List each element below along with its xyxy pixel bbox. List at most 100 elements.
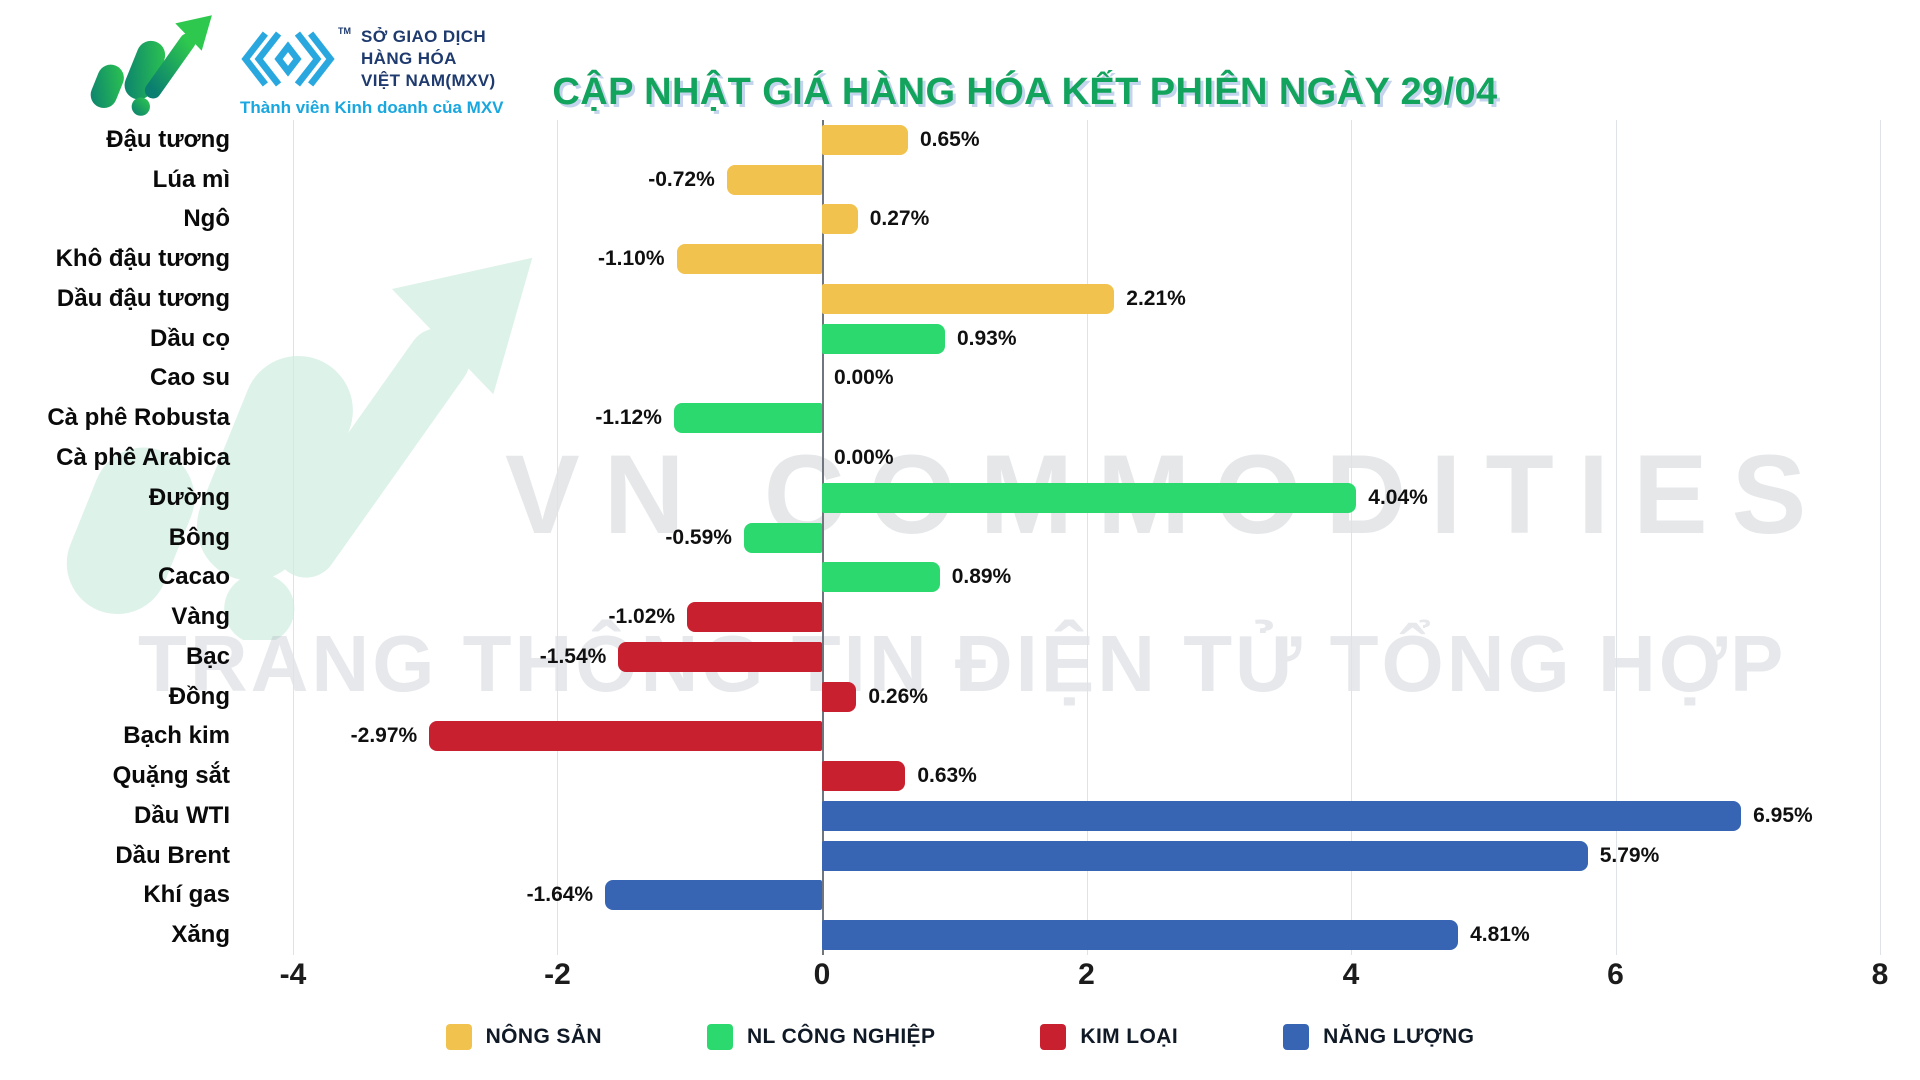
mxv-tagline: Thành viên Kinh doanh của MXV xyxy=(240,98,504,117)
legend-item: NL CÔNG NGHIỆP xyxy=(706,1024,936,1050)
value-label: 4.04% xyxy=(1368,485,1428,509)
category-label: Khô đậu tương xyxy=(55,245,230,273)
legend-swatch xyxy=(445,1024,472,1050)
value-label: -1.64% xyxy=(526,883,594,907)
gridline xyxy=(557,120,559,955)
bar-row: 0.65% xyxy=(293,120,1880,160)
mxv-tm-mark: TM xyxy=(338,26,351,36)
category-label: Bông xyxy=(168,523,230,551)
legend: NÔNG SẢN NL CÔNG NGHIỆP KIM LOẠI NĂNG LƯỢNG xyxy=(0,1024,1920,1050)
bar-row: -0.72% xyxy=(293,160,1880,200)
category-label: Bạc xyxy=(185,642,230,670)
bar-row: -2.97% xyxy=(293,716,1880,756)
bar-row: 2.21% xyxy=(293,279,1880,319)
category-label: Quặng sắt xyxy=(112,762,230,790)
value-label: -1.02% xyxy=(608,605,676,629)
value-label: 0.00% xyxy=(833,446,894,469)
bar-row: -0.59% xyxy=(293,518,1880,558)
category-labels: Đậu tương Lúa mì Ngô Khô đậu tương Dầu đậu t… xyxy=(30,120,230,955)
x-axis-tick: 0 xyxy=(813,958,831,991)
category-label: Dầu WTI xyxy=(134,801,230,829)
category-label: Dầu Brent xyxy=(115,841,230,869)
bar-row: 0.93% xyxy=(293,319,1880,359)
category-label: Cao su xyxy=(149,364,230,392)
vn-commodities-logo-icon xyxy=(90,15,212,116)
bar xyxy=(821,204,858,235)
mxv-name-line3: VIỆT NAM(MXV) xyxy=(361,70,496,90)
value-label: -1.10% xyxy=(597,247,665,271)
mxv-name-line2: HÀNG HÓA xyxy=(361,48,457,68)
bar xyxy=(821,124,908,155)
bar xyxy=(821,681,857,712)
bar-row: 4.04% xyxy=(293,478,1880,518)
legend-swatch xyxy=(1040,1024,1067,1050)
bar-row: -1.02% xyxy=(293,597,1880,637)
legend-label: NL CÔNG NGHIỆP xyxy=(746,1025,936,1048)
value-label: 0.26% xyxy=(868,684,928,708)
legend-item: NÔNG SẢN xyxy=(445,1024,602,1050)
bar xyxy=(821,840,1588,871)
bar xyxy=(821,283,1115,314)
category-label: Bạch kim xyxy=(123,722,230,750)
x-axis-tick: 2 xyxy=(1078,958,1095,991)
bar xyxy=(821,761,906,792)
bar xyxy=(618,641,822,672)
category-label: Cacao xyxy=(157,563,230,591)
bar-row: 5.79% xyxy=(293,836,1880,876)
category-label: Cà phê Robusta xyxy=(47,404,230,432)
mxv-logo-icon xyxy=(241,31,335,87)
value-label: 0.65% xyxy=(919,127,980,151)
category-label: Ngô xyxy=(183,205,230,233)
bar xyxy=(429,721,822,752)
value-label: 2.21% xyxy=(1126,286,1186,310)
bar-row: 0.63% xyxy=(293,756,1880,796)
x-axis-tick: 8 xyxy=(1871,958,1889,991)
mxv-name: SỞ GIAO DỊCH HÀNG HÓA VIỆT NAM(MXV) xyxy=(361,26,496,91)
legend-swatch xyxy=(1283,1024,1310,1050)
bar xyxy=(673,403,822,434)
x-axis-tick: 6 xyxy=(1607,958,1624,991)
value-label: 4.81% xyxy=(1470,923,1530,947)
value-label: 0.93% xyxy=(956,326,1017,350)
category-label: Đồng xyxy=(168,682,230,710)
bar-row: 0.00% xyxy=(293,359,1880,399)
bar-row: 4.81% xyxy=(293,915,1880,955)
bar xyxy=(821,920,1459,951)
bar-row: -1.64% xyxy=(293,876,1880,916)
category-label: Lúa mì xyxy=(152,165,230,193)
x-axis-tick: -2 xyxy=(544,958,571,991)
bar xyxy=(821,323,945,354)
category-label: Cà phê Arabica xyxy=(56,444,230,471)
value-label: 6.95% xyxy=(1753,803,1813,827)
bar-row: 6.95% xyxy=(293,796,1880,836)
gridline xyxy=(1086,120,1088,955)
gridline xyxy=(1350,120,1352,955)
x-axis-tick: -4 xyxy=(279,958,307,991)
x-axis: -4 -2 0 2 4 6 8 xyxy=(280,958,1889,994)
legend-label: NÔNG SẢN xyxy=(485,1025,602,1048)
legend-label: KIM LOẠI xyxy=(1080,1025,1179,1048)
category-label: Đậu tương xyxy=(106,125,230,153)
value-label: -1.12% xyxy=(595,406,662,430)
bar xyxy=(821,482,1357,513)
legend-item: KIM LOẠI xyxy=(1040,1024,1178,1050)
legend-swatch xyxy=(706,1024,733,1050)
bar-row: -1.12% xyxy=(293,398,1880,438)
bar xyxy=(687,602,822,633)
bar-chart: Đậu tương Lúa mì Ngô Khô đậu tương Dầu đậu t… xyxy=(30,120,1881,955)
value-label: 0.63% xyxy=(917,764,977,788)
bar-row: -1.10% xyxy=(293,239,1880,279)
category-label: Dầu đậu tương xyxy=(56,284,230,312)
mxv-name-line1: SỞ GIAO DỊCH xyxy=(361,27,487,46)
gridline xyxy=(293,120,294,955)
bar xyxy=(676,244,822,275)
value-label: -0.72% xyxy=(648,167,715,191)
value-label: 0.89% xyxy=(951,565,1012,589)
gridline xyxy=(1880,120,1881,955)
bar xyxy=(726,164,822,195)
label-plot-gap xyxy=(230,120,293,955)
value-label: 0.00% xyxy=(833,366,894,390)
value-label: -1.54% xyxy=(539,644,607,668)
bar-row: 0.27% xyxy=(293,200,1880,240)
value-label: 5.79% xyxy=(1599,843,1660,867)
